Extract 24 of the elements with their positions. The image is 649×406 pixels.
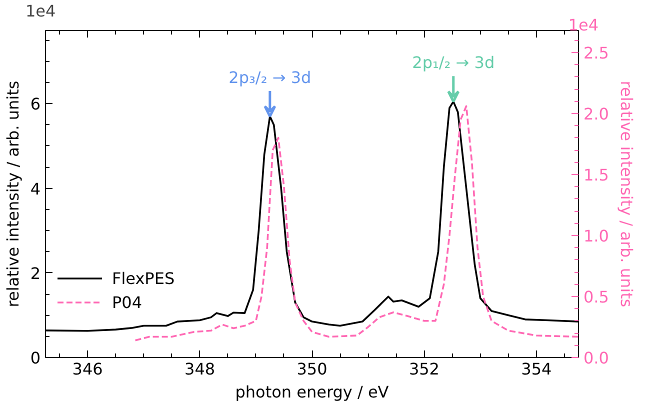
y2-tick-label: 1.0 — [584, 226, 609, 246]
x-tick-label: 350 — [296, 360, 328, 378]
x-axis-title: photon energy / eV — [235, 382, 389, 402]
x-tick-label: 352 — [408, 360, 440, 378]
y2-axis-title: relative intensity / arb. units — [616, 80, 636, 308]
y2-tick-label: 2.0 — [584, 104, 609, 124]
x-tick-label: 348 — [184, 360, 216, 378]
text: 1e4 — [26, 2, 56, 20]
y2-tick-label: 1.5 — [584, 165, 609, 184]
y2-tick-label: 0.5 — [584, 287, 609, 306]
legend-label: FlexPES — [112, 268, 175, 288]
y-tick-label: 6 — [30, 94, 41, 114]
annotation: 2p₁/₂ → 3d — [412, 52, 495, 72]
x-tick-label: 346 — [72, 360, 103, 378]
x-tick-label: 354 — [521, 360, 552, 378]
y-tick-label: 4 — [30, 179, 41, 198]
annotation: 1e4 — [568, 16, 598, 34]
annotation: 2p₃/₂ → 3d — [228, 68, 312, 87]
y-axis-title: relative intensity / arb. units — [3, 80, 22, 308]
legend-label: P04 — [112, 292, 142, 312]
y2-tick-label: 0.0 — [584, 348, 609, 368]
y-tick-label: 0 — [30, 348, 41, 368]
y-tick-label: 2 — [30, 264, 41, 283]
y2-tick-label: 2.5 — [584, 43, 609, 62]
